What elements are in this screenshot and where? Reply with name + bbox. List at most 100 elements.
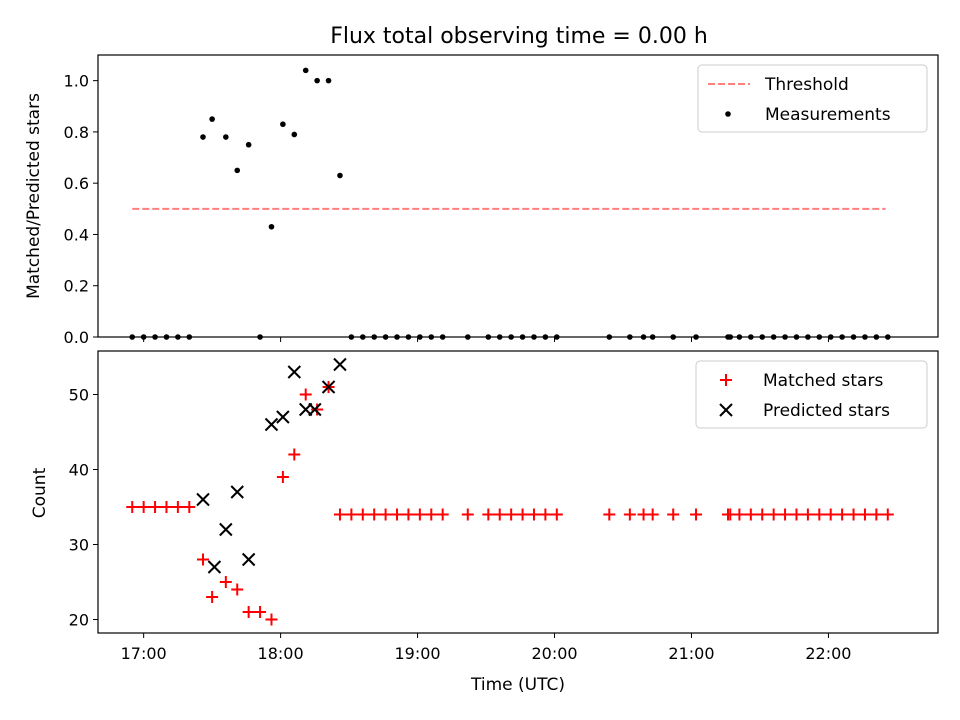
top-y-tick-label: 0.2 xyxy=(64,277,89,296)
matched-star-point xyxy=(550,508,563,521)
matched-star-point xyxy=(197,553,209,566)
matched-star-point xyxy=(690,508,703,521)
top-x-ticks xyxy=(143,337,829,342)
matched-star-point xyxy=(183,501,196,513)
predicted-star-point xyxy=(230,485,244,499)
predicted-star-point xyxy=(333,357,347,372)
top-y-tick-label: 0.6 xyxy=(64,174,89,193)
top-y-ticks: 0.0 0.2 0.4 0.6 0.8 1.0 xyxy=(64,72,98,347)
bottom-y-tick-label: 30 xyxy=(69,536,89,555)
matched-star-point xyxy=(425,508,438,521)
matched-star-point xyxy=(160,501,173,513)
legend-predicted-label: Predicted stars xyxy=(763,401,890,421)
matched-star-point xyxy=(539,508,552,521)
matched-star-point xyxy=(436,508,449,521)
bottom-x-ticks: 17:00 18:00 19:00 20:00 21:00 22:00 xyxy=(121,633,851,663)
bottom-y-axis-label: Count xyxy=(30,467,50,518)
matched-star-point xyxy=(623,508,636,521)
predicted-star-point xyxy=(287,365,302,379)
matched-star-point xyxy=(461,508,474,521)
matched-star-point xyxy=(242,606,255,618)
matched-star-point xyxy=(333,508,346,521)
x-tick-label: 18:00 xyxy=(258,644,304,663)
top-axes-frame xyxy=(97,54,939,338)
matched-star-point xyxy=(744,508,757,521)
matched-star-point xyxy=(126,501,139,513)
predicted-star-point xyxy=(321,380,336,394)
matched-star-point xyxy=(276,471,289,483)
measurement-point xyxy=(200,134,206,140)
matched-star-point xyxy=(667,508,680,521)
matched-star-point xyxy=(870,508,883,521)
matched-star-point xyxy=(356,508,369,521)
x-tick-label: 17:00 xyxy=(121,644,167,663)
matched-star-point xyxy=(311,403,324,416)
matched-star-point xyxy=(288,448,301,461)
matched-star-point xyxy=(402,508,415,521)
matched-star-point xyxy=(516,508,529,521)
predicted-star-point xyxy=(219,522,233,537)
matched-star-point xyxy=(379,508,392,521)
legend-matched-swatch xyxy=(720,374,732,386)
x-tick-label: 19:00 xyxy=(395,644,441,663)
legend-measurements-label: Measurements xyxy=(765,105,891,125)
top-legend-box xyxy=(697,64,928,133)
chart-title: Flux total observing time = 0.00 h xyxy=(330,24,708,49)
measurement-point xyxy=(337,172,343,179)
matched-star-point xyxy=(368,508,381,521)
bottom-legend-box xyxy=(695,360,928,429)
x-tick-label: 20:00 xyxy=(531,644,577,663)
measurement-point xyxy=(280,121,286,128)
matched-star-point xyxy=(206,591,219,603)
top-y-tick-label: 1.0 xyxy=(64,72,89,91)
matched-star-point xyxy=(482,508,495,521)
matched-star-point xyxy=(881,508,894,521)
predicted-star-point xyxy=(264,417,279,432)
matched-star-point xyxy=(149,501,162,513)
matched-star-point xyxy=(646,508,659,521)
legend-predicted-swatch xyxy=(719,403,733,417)
predicted-star-point xyxy=(207,560,222,574)
legend-threshold-label: Threshold xyxy=(764,75,849,95)
bottom-axes-frame xyxy=(97,350,939,634)
matched-star-point xyxy=(603,508,616,521)
matched-star-point xyxy=(733,508,746,521)
measurement-point xyxy=(209,116,215,122)
measurement-point xyxy=(291,131,298,138)
matched-star-point xyxy=(137,501,150,513)
top-y-tick-label: 0.8 xyxy=(64,123,89,142)
bottom-y-ticks: 20 30 40 50 xyxy=(69,386,98,630)
matched-star-point xyxy=(413,508,426,521)
measurement-point xyxy=(325,77,332,84)
legend-matched-label: Matched stars xyxy=(763,371,883,391)
matched-star-point xyxy=(756,508,769,521)
matched-star-point xyxy=(847,508,860,521)
bottom-y-tick-label: 20 xyxy=(69,611,89,630)
matched-star-point xyxy=(219,576,232,588)
top-y-tick-label: 0.0 xyxy=(64,328,89,347)
measurement-point xyxy=(223,134,229,140)
predicted-star-point xyxy=(308,402,322,417)
measurement-point xyxy=(302,67,309,74)
top-legend: Threshold Measurements xyxy=(697,64,928,133)
top-y-tick-label: 0.4 xyxy=(64,225,89,244)
matched-star-point xyxy=(231,583,244,596)
matched-star-point xyxy=(493,508,506,521)
top-y-axis-label: Matched/Predicted stars xyxy=(24,93,44,299)
bottom-plot-area xyxy=(126,357,894,626)
measurement-point xyxy=(234,167,241,174)
matched-star-point xyxy=(767,508,780,521)
bottom-y-tick-label: 40 xyxy=(69,461,89,480)
matched-star-point xyxy=(858,508,871,521)
predicted-star-point xyxy=(241,552,256,567)
bottom-legend: Matched stars Predicted stars xyxy=(695,360,928,429)
predicted-star-point xyxy=(196,492,210,507)
matched-star-point xyxy=(391,508,404,521)
matched-star-point xyxy=(527,508,540,521)
x-axis-label: Time (UTC) xyxy=(470,675,565,695)
matched-star-point xyxy=(265,613,278,626)
matched-star-point xyxy=(813,508,826,521)
predicted-star-point xyxy=(276,410,290,424)
